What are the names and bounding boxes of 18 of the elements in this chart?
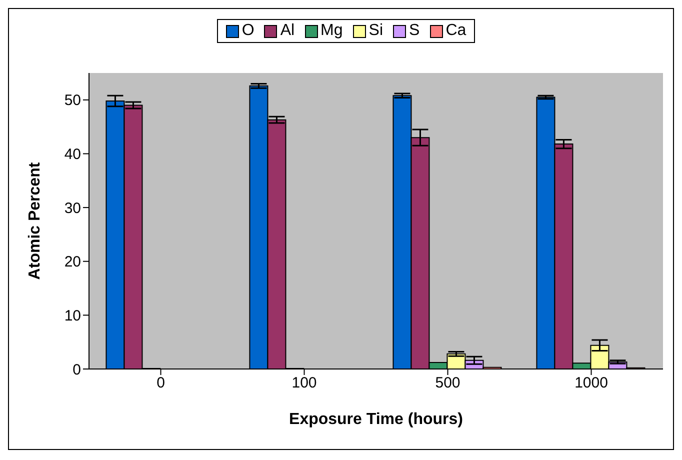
x-tick-label: 100: [292, 374, 317, 392]
y-tick-label: 50: [64, 92, 81, 110]
legend-label: S: [408, 22, 420, 40]
legend-label: Ca: [444, 22, 466, 40]
y-axis-title: Atomic Percent: [26, 162, 44, 280]
x-axis-title: Exposure Time (hours): [289, 411, 463, 428]
legend-label: Si: [368, 22, 384, 40]
y-tick-label: 30: [64, 200, 81, 217]
legend-label: O: [240, 22, 254, 40]
x-tick-label: 500: [435, 374, 460, 392]
x-tick-label: 1000: [574, 374, 608, 392]
legend-label: Al: [279, 22, 295, 40]
x-tick-label: 0: [156, 374, 165, 392]
y-tick-label: 40: [64, 146, 81, 164]
y-tick-label: 0: [72, 361, 81, 378]
y-tick-label: 10: [64, 308, 81, 325]
legend-label: Mg: [320, 22, 343, 40]
y-tick-label: 20: [64, 254, 81, 271]
